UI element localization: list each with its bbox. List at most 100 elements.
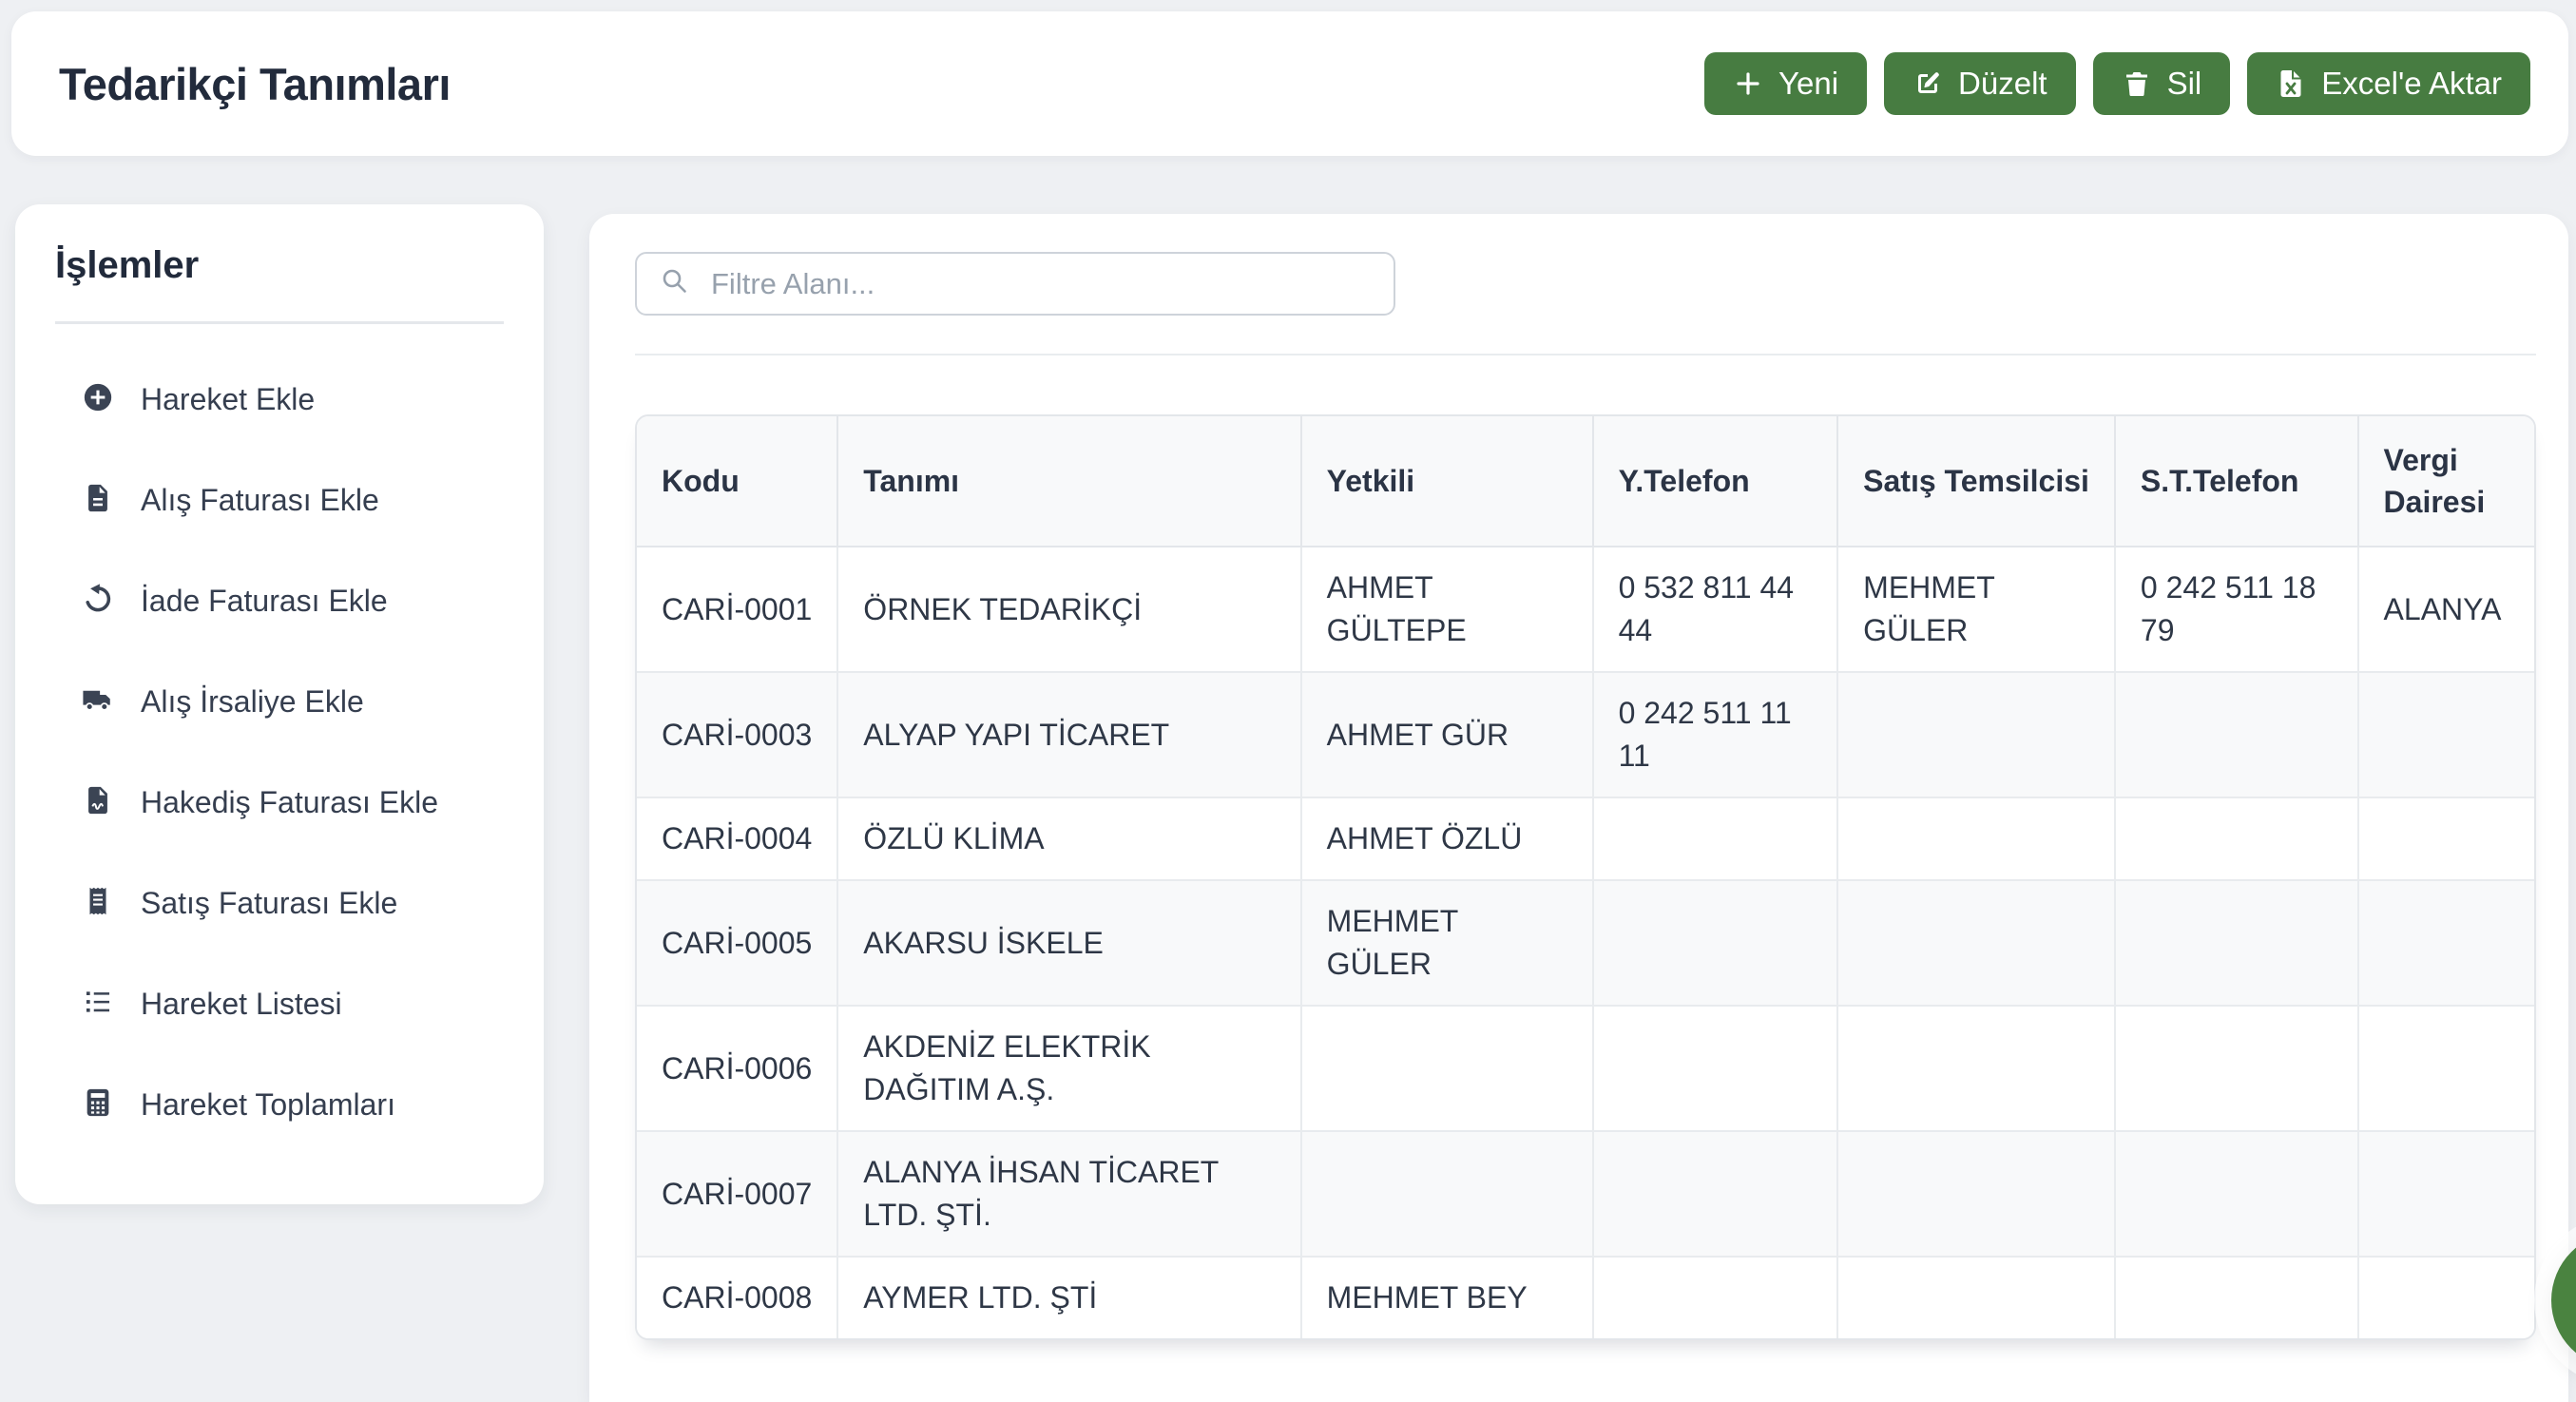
cell-y-telefon [1593,797,1838,880]
cell-tanimi: ÖZLÜ KLİMA [837,797,1300,880]
column-header-tanimi: Tanımı [837,416,1300,547]
cell-st-telefon [2115,672,2358,797]
cell-tanimi: AKARSU İSKELE [837,880,1300,1006]
delete-button-label: Sil [2167,66,2202,102]
edit-button-label: Düzelt [1958,66,2047,102]
cell-y-telefon [1593,1257,1838,1338]
sidebar-item-hareket-listesi[interactable]: Hareket Listesi [55,953,504,1054]
cell-vergi-dairesi [2358,880,2534,1006]
delete-button[interactable]: Sil [2093,52,2231,115]
calculator-icon [82,1086,114,1124]
cell-vergi-dairesi [2358,672,2534,797]
list-icon [82,986,114,1023]
cell-st-telefon: 0 242 511 18 79 [2115,547,2358,672]
cell-satis-temsilcisi: MEHMET GÜLER [1837,547,2115,672]
return-icon [82,583,114,620]
cell-kodu: CARİ-0001 [637,547,837,672]
table-row[interactable]: CARİ-0007 ALANYA İHSAN TİCARET LTD. ŞTİ. [637,1131,2534,1257]
edit-icon [1913,68,1943,99]
sidebar-item-alis-irsaliye-ekle[interactable]: Alış İrsaliye Ekle [55,651,504,752]
sidebar-item-label: Hakediş Faturası Ekle [141,785,438,820]
table-row[interactable]: CARİ-0005 AKARSU İSKELE MEHMET GÜLER [637,880,2534,1006]
cell-vergi-dairesi [2358,1257,2534,1338]
page-header: Tedarikçi Tanımları Yeni Düzelt [11,11,2568,156]
cell-kodu: CARİ-0007 [637,1131,837,1257]
cell-yetkili: AHMET ÖZLÜ [1301,797,1593,880]
progress-invoice-icon [82,784,114,821]
cell-st-telefon [2115,1006,2358,1131]
cell-satis-temsilcisi [1837,672,2115,797]
purchase-invoice-icon [82,482,114,519]
column-header-yetkili: Yetkili [1301,416,1593,547]
cell-tanimi: ÖRNEK TEDARİKÇİ [837,547,1300,672]
sidebar-item-label: Satış Faturası Ekle [141,886,397,921]
column-header-kodu: Kodu [637,416,837,547]
sidebar-item-label: Hareket Listesi [141,987,342,1022]
receipt-icon [82,885,114,922]
cell-kodu: CARİ-0003 [637,672,837,797]
cell-st-telefon [2115,1257,2358,1338]
new-button-label: Yeni [1778,66,1838,102]
truck-icon [82,683,114,720]
plus-circle-icon [82,381,114,418]
cell-yetkili [1301,1006,1593,1131]
cell-vergi-dairesi [2358,1131,2534,1257]
cell-kodu: CARİ-0005 [637,880,837,1006]
filter-box [635,252,1395,316]
cell-yetkili: MEHMET GÜLER [1301,880,1593,1006]
cell-st-telefon [2115,880,2358,1006]
table-row[interactable]: CARİ-0001 ÖRNEK TEDARİKÇİ AHMET GÜLTEPE … [637,547,2534,672]
cell-satis-temsilcisi [1837,880,2115,1006]
edit-button[interactable]: Düzelt [1884,52,2076,115]
cell-kodu: CARİ-0004 [637,797,837,880]
cell-vergi-dairesi [2358,1006,2534,1131]
sidebar-item-hareket-ekle[interactable]: Hareket Ekle [55,349,504,450]
cell-tanimi: ALYAP YAPI TİCARET [837,672,1300,797]
sidebar-menu: Hareket Ekle Alış Faturası Ekle İade Fat… [55,349,504,1155]
sidebar-item-label: Alış İrsaliye Ekle [141,684,364,720]
filter-input[interactable] [709,266,1371,302]
new-button[interactable]: Yeni [1704,52,1867,115]
suppliers-table: Kodu Tanımı Yetkili Y.Telefon Satış Tems… [635,414,2536,1340]
sidebar-item-label: Hareket Toplamları [141,1087,395,1123]
content-divider [635,354,2536,355]
cell-kodu: CARİ-0006 [637,1006,837,1131]
sidebar-item-alis-faturasi-ekle[interactable]: Alış Faturası Ekle [55,450,504,550]
cell-y-telefon [1593,880,1838,1006]
cell-vergi-dairesi [2358,797,2534,880]
table-row[interactable]: CARİ-0008 AYMER LTD. ŞTİ MEHMET BEY [637,1257,2534,1338]
export-excel-button[interactable]: Excel'e Aktar [2247,52,2530,115]
cell-st-telefon [2115,1131,2358,1257]
cell-satis-temsilcisi [1837,797,2115,880]
sidebar: İşlemler Hareket Ekle Alış Faturası Ekle… [15,204,544,1204]
cell-y-telefon [1593,1131,1838,1257]
sidebar-item-hareket-toplamlari[interactable]: Hareket Toplamları [55,1054,504,1155]
sidebar-item-hakedis-faturasi-ekle[interactable]: Hakediş Faturası Ekle [55,752,504,853]
cell-satis-temsilcisi [1837,1006,2115,1131]
sidebar-item-iade-faturasi-ekle[interactable]: İade Faturası Ekle [55,550,504,651]
table-row[interactable]: CARİ-0004 ÖZLÜ KLİMA AHMET ÖZLÜ [637,797,2534,880]
column-header-vergi-dairesi: Vergi Dairesi [2358,416,2534,547]
cell-satis-temsilcisi [1837,1257,2115,1338]
sidebar-item-label: Hareket Ekle [141,382,315,417]
cell-kodu: CARİ-0008 [637,1257,837,1338]
trash-icon [2122,68,2152,99]
column-header-satis-temsilcisi: Satış Temsilcisi [1837,416,2115,547]
search-icon [660,266,690,301]
cell-y-telefon: 0 532 811 44 44 [1593,547,1838,672]
sidebar-item-satis-faturasi-ekle[interactable]: Satış Faturası Ekle [55,853,504,953]
cell-tanimi: AKDENİZ ELEKTRİK DAĞITIM A.Ş. [837,1006,1300,1131]
export-excel-button-label: Excel'e Aktar [2321,66,2502,102]
sidebar-divider [55,321,504,324]
cell-st-telefon [2115,797,2358,880]
cell-yetkili [1301,1131,1593,1257]
cell-vergi-dairesi: ALANYA [2358,547,2534,672]
main-content: Kodu Tanımı Yetkili Y.Telefon Satış Tems… [589,214,2568,1402]
table-header-row: Kodu Tanımı Yetkili Y.Telefon Satış Tems… [637,416,2534,547]
cell-y-telefon [1593,1006,1838,1131]
table-row[interactable]: CARİ-0003 ALYAP YAPI TİCARET AHMET GÜR 0… [637,672,2534,797]
column-header-y-telefon: Y.Telefon [1593,416,1838,547]
cell-tanimi: ALANYA İHSAN TİCARET LTD. ŞTİ. [837,1131,1300,1257]
table-row[interactable]: CARİ-0006 AKDENİZ ELEKTRİK DAĞITIM A.Ş. [637,1006,2534,1131]
sidebar-title: İşlemler [55,244,504,287]
